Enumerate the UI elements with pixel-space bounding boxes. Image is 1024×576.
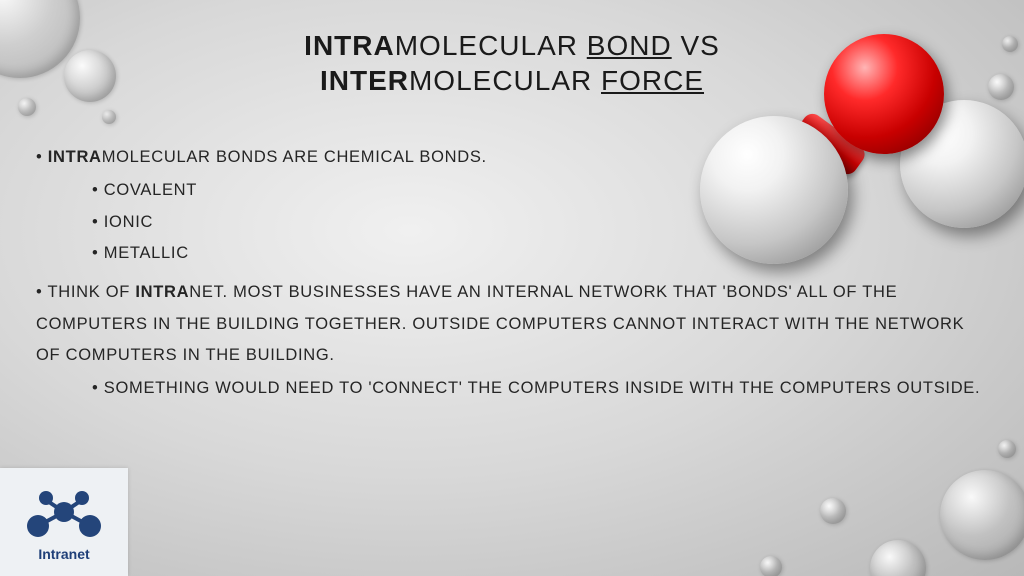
intranet-card: Intranet [0,468,128,576]
title-line-2: INTERMOLECULAR FORCE [0,63,1024,98]
intranet-label: Intranet [38,546,89,562]
water-droplet [760,556,782,576]
intranet-icon [22,482,106,538]
sub-bullet: IONIC [92,207,988,238]
slide-title: INTRAMOLECULAR BOND VS INTERMOLECULAR FO… [0,28,1024,98]
sub-bullet: METALLIC [92,238,988,269]
title-intra: INTRA [304,30,395,61]
title-force: FORCE [601,65,704,96]
water-droplet [820,498,846,524]
title-inter: INTER [320,65,409,96]
sub-bullet: COVALENT [92,175,988,206]
bullet-1: INTRAMOLECULAR BONDS ARE CHEMICAL BONDS.… [36,142,988,269]
water-droplet [940,470,1024,560]
slide-body: INTRAMOLECULAR BONDS ARE CHEMICAL BONDS.… [36,142,988,413]
title-line-1: INTRAMOLECULAR BOND VS [0,28,1024,63]
water-droplet [870,540,926,576]
title-bond: BOND [587,30,672,61]
sub-bullet: SOMETHING WOULD NEED TO 'CONNECT' THE CO… [92,373,988,404]
water-droplet [998,440,1016,458]
water-droplet [102,110,116,124]
water-droplet [18,98,36,116]
bullet-2: THINK OF INTRANET. MOST BUSINESSES HAVE … [36,277,988,404]
